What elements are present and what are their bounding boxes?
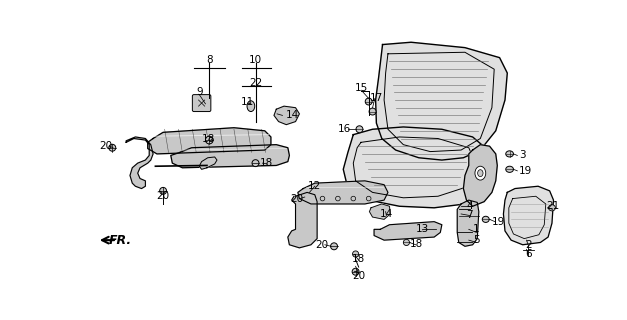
Text: 5: 5	[473, 235, 480, 245]
Text: 14: 14	[380, 209, 394, 219]
Text: 20: 20	[315, 240, 328, 250]
Text: 11: 11	[241, 97, 255, 107]
Text: 9: 9	[196, 87, 203, 97]
Text: 19: 19	[519, 166, 532, 176]
Text: 1: 1	[473, 224, 480, 234]
Ellipse shape	[352, 251, 359, 257]
Ellipse shape	[352, 268, 359, 275]
Polygon shape	[463, 145, 497, 206]
Text: 18: 18	[352, 254, 366, 264]
Text: 8: 8	[206, 55, 213, 65]
Polygon shape	[298, 181, 388, 204]
Text: 14: 14	[285, 110, 299, 120]
Text: 20: 20	[352, 271, 366, 281]
Ellipse shape	[365, 98, 372, 105]
Text: 21: 21	[545, 201, 559, 211]
Text: 3: 3	[519, 150, 525, 160]
Text: 20: 20	[290, 194, 303, 204]
Text: 20: 20	[157, 191, 170, 201]
Text: 7: 7	[466, 211, 473, 220]
Text: 22: 22	[249, 78, 262, 88]
Polygon shape	[288, 192, 317, 248]
Text: 16: 16	[338, 124, 351, 134]
Polygon shape	[374, 222, 442, 240]
Ellipse shape	[366, 196, 371, 201]
Ellipse shape	[478, 170, 483, 177]
Text: 13: 13	[416, 224, 429, 234]
Ellipse shape	[403, 239, 409, 245]
Ellipse shape	[549, 205, 556, 211]
Ellipse shape	[320, 196, 325, 201]
Text: 15: 15	[355, 84, 369, 93]
Ellipse shape	[335, 196, 340, 201]
Polygon shape	[369, 204, 390, 219]
Polygon shape	[199, 157, 217, 169]
Ellipse shape	[109, 144, 116, 151]
Polygon shape	[376, 42, 507, 160]
Ellipse shape	[247, 101, 255, 112]
Ellipse shape	[252, 160, 259, 167]
Text: 18: 18	[260, 158, 273, 168]
Ellipse shape	[369, 108, 376, 115]
Text: 6: 6	[525, 249, 532, 259]
Ellipse shape	[506, 166, 514, 172]
Text: 12: 12	[308, 181, 322, 191]
Polygon shape	[344, 127, 488, 208]
Polygon shape	[457, 200, 479, 246]
Text: 19: 19	[492, 217, 505, 227]
Ellipse shape	[356, 126, 363, 133]
Ellipse shape	[330, 243, 337, 250]
Polygon shape	[171, 145, 290, 168]
Text: FR.: FR.	[109, 234, 132, 247]
Text: 20: 20	[99, 141, 112, 151]
FancyBboxPatch shape	[192, 95, 211, 112]
Text: 17: 17	[370, 93, 384, 103]
Text: 18: 18	[409, 239, 423, 249]
Ellipse shape	[475, 166, 486, 180]
Text: 4: 4	[466, 201, 473, 211]
Polygon shape	[148, 128, 271, 154]
Ellipse shape	[206, 136, 213, 144]
Ellipse shape	[506, 151, 514, 157]
Polygon shape	[503, 186, 554, 245]
Polygon shape	[274, 106, 299, 124]
Ellipse shape	[482, 216, 489, 222]
Ellipse shape	[160, 188, 167, 194]
Text: 10: 10	[249, 55, 262, 65]
Text: 18: 18	[202, 133, 215, 143]
Text: 2: 2	[525, 240, 532, 250]
Polygon shape	[126, 137, 153, 188]
Ellipse shape	[351, 196, 356, 201]
